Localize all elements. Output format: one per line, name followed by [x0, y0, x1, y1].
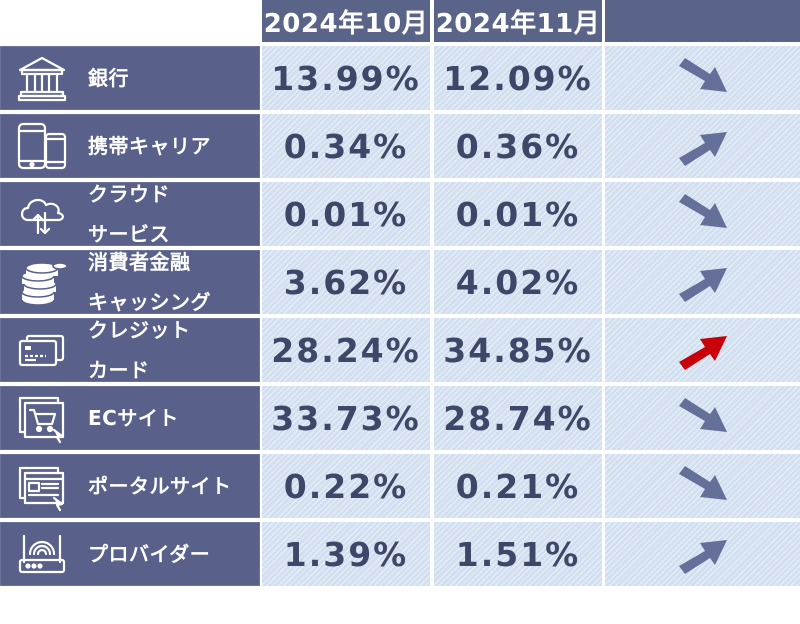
column-header-trend: [605, 0, 800, 42]
mobile-devices-icon: [16, 120, 68, 172]
trend-up-arrow-icon: [678, 132, 727, 166]
trend-cell: [605, 46, 800, 110]
value-cell-oct: 0.34%: [262, 114, 430, 178]
trend-up-arrow-icon: [678, 540, 727, 574]
row-label-3: 消費者金融キャッシング: [0, 250, 260, 314]
row-label-text: プロバイダー: [88, 534, 210, 574]
row-label-line: キャッシング: [88, 290, 211, 314]
value-cell-nov: 0.01%: [434, 182, 602, 246]
row-label-text: 消費者金融キャッシング: [88, 242, 211, 322]
value-cell-oct: 13.99%: [262, 46, 430, 110]
row-label-6: ポータルサイト: [0, 454, 260, 518]
trend-cell: [605, 250, 800, 314]
row-label-4: クレジット カード: [0, 318, 260, 382]
column-header-nov: 2024年11月: [434, 0, 602, 42]
row-label-line: 携帯キャリア: [88, 134, 211, 158]
value-cell-nov: 1.51%: [434, 522, 602, 586]
value-cell-nov: 4.02%: [434, 250, 602, 314]
value-cell-nov: 12.09%: [434, 46, 602, 110]
row-label-text: 携帯キャリア: [88, 126, 211, 166]
row-label-line: 銀行: [88, 66, 129, 90]
row-label-line: ポータルサイト: [88, 474, 232, 498]
trend-down-arrow-icon: [678, 194, 727, 228]
value-cell-oct: 3.62%: [262, 250, 430, 314]
value-cell-nov: 34.85%: [434, 318, 602, 382]
trend-up-arrow-icon: [678, 336, 727, 370]
value-cell-oct: 1.39%: [262, 522, 430, 586]
trend-cell: [605, 386, 800, 450]
row-label-line: サービス: [88, 222, 170, 246]
row-label-line: プロバイダー: [88, 542, 211, 566]
trend-cell: [605, 182, 800, 246]
row-label-line: ECサイト: [88, 406, 179, 430]
row-label-text: ECサイト: [88, 398, 179, 438]
shopping-cart-screen-icon: [16, 392, 68, 444]
trend-up-arrow-icon: [678, 268, 727, 302]
row-label-0: 銀行: [0, 46, 260, 110]
row-label-line: 消費者金融: [88, 250, 191, 274]
value-cell-oct: 0.22%: [262, 454, 430, 518]
value-cell-nov: 0.21%: [434, 454, 602, 518]
trend-cell: [605, 454, 800, 518]
credit-card-icon: [16, 324, 68, 376]
web-portal-icon: [16, 460, 68, 512]
bank-icon: [16, 52, 68, 104]
row-label-1: 携帯キャリア: [0, 114, 260, 178]
row-label-7: プロバイダー: [0, 522, 260, 586]
trend-down-arrow-icon: [678, 398, 727, 432]
value-cell-oct: 33.73%: [262, 386, 430, 450]
value-cell-nov: 28.74%: [434, 386, 602, 450]
wifi-router-icon: [16, 528, 68, 580]
trend-down-arrow-icon: [678, 58, 727, 92]
row-label-text: 銀行: [88, 58, 129, 98]
trend-cell: [605, 318, 800, 382]
column-header-oct: 2024年10月: [262, 0, 430, 42]
row-label-line: クレジット: [88, 318, 191, 342]
row-label-2: クラウド サービス: [0, 182, 260, 246]
cloud-sync-icon: [16, 188, 68, 240]
trend-down-arrow-icon: [678, 466, 727, 500]
value-cell-oct: 28.24%: [262, 318, 430, 382]
row-label-5: ECサイト: [0, 386, 260, 450]
value-cell-oct: 0.01%: [262, 182, 430, 246]
value-cell-nov: 0.36%: [434, 114, 602, 178]
trend-cell: [605, 114, 800, 178]
coin-stack-icon: [16, 256, 68, 308]
row-label-text: ポータルサイト: [88, 466, 232, 506]
row-label-line: クラウド: [88, 182, 170, 206]
trend-cell: [605, 522, 800, 586]
row-label-text: クラウド サービス: [88, 174, 170, 254]
row-label-line: カード: [88, 358, 150, 382]
row-label-text: クレジット カード: [88, 310, 191, 390]
